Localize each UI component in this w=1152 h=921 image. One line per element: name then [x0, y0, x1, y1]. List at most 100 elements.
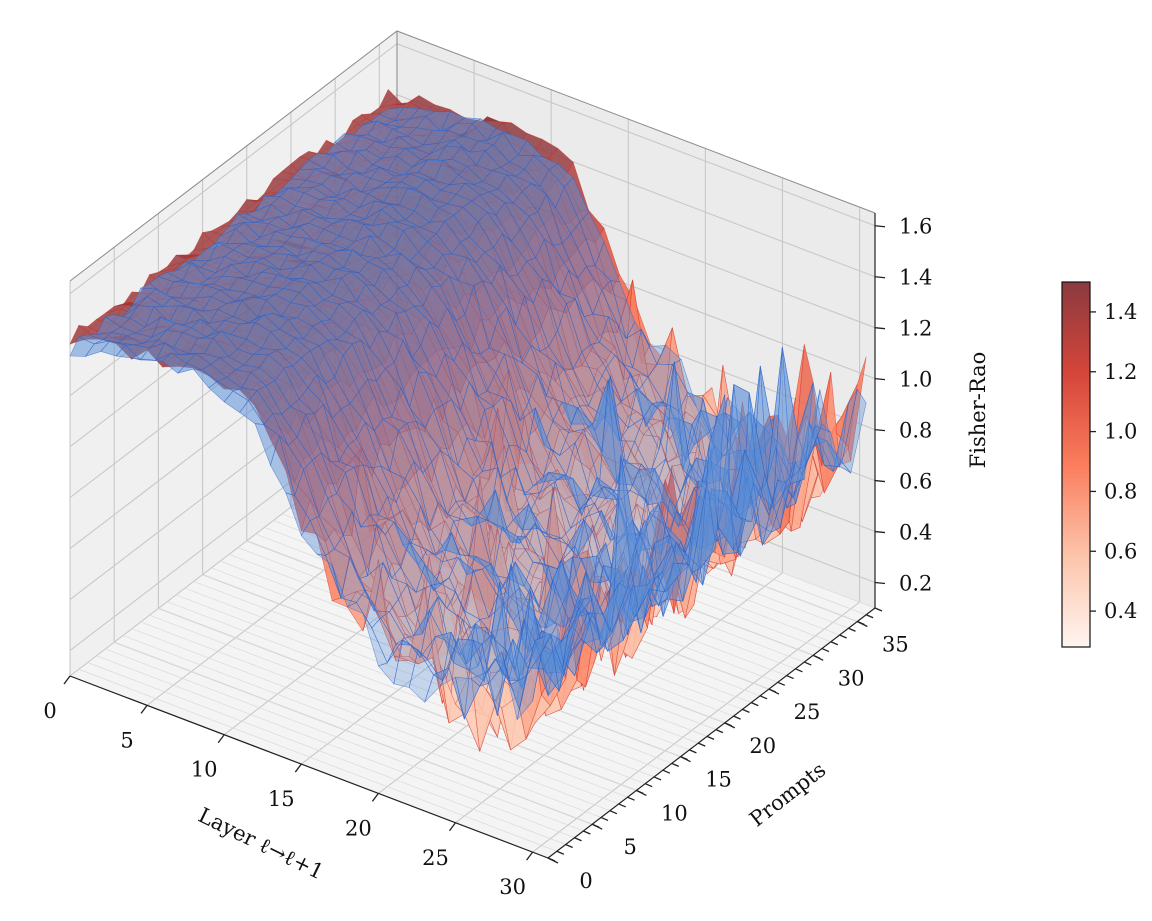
- floor-gridline: [87, 662, 566, 845]
- y-minor-tick: [874, 607, 883, 612]
- z-tick-label: 1.0: [899, 368, 932, 392]
- z-tick: [874, 225, 886, 228]
- y-minor-tick: [627, 796, 635, 801]
- z-tick: [874, 377, 886, 381]
- colorbar-tick-label: 1.0: [1104, 420, 1137, 444]
- y-tick: [768, 688, 780, 695]
- colorbar-tick-label: 0.6: [1104, 539, 1137, 563]
- x-tick: [63, 675, 71, 685]
- z-tick: [874, 327, 886, 330]
- y-minor-tick: [795, 668, 803, 673]
- floor-gridline: [193, 581, 672, 764]
- colorbar-gradient: [1061, 281, 1091, 648]
- x-tick: [140, 704, 148, 714]
- y-tick-label: 35: [882, 633, 909, 657]
- floor-gridline: [78, 668, 557, 852]
- y-minor-tick: [618, 803, 626, 808]
- y-minor-tick: [653, 776, 662, 781]
- z-tick-label: 0.4: [899, 521, 932, 545]
- colorbar-tick-label: 0.4: [1104, 599, 1137, 623]
- y-tick: [547, 857, 559, 864]
- floor-gridline: [131, 628, 610, 812]
- floor-gridline: [158, 608, 637, 791]
- z-tick: [874, 276, 886, 279]
- y-minor-tick: [662, 769, 671, 774]
- x-tick: [217, 734, 225, 744]
- y-minor-tick: [751, 701, 759, 707]
- y-minor-tick: [759, 695, 768, 700]
- floor-gridline: [96, 655, 575, 839]
- y-tick-label: 20: [749, 734, 776, 758]
- y-minor-tick: [821, 647, 830, 653]
- y-minor-tick: [697, 742, 706, 747]
- x-tick-label: 25: [422, 846, 449, 870]
- y-minor-tick: [671, 762, 679, 768]
- z-tick-label: 1.6: [899, 215, 932, 239]
- z-tick: [874, 428, 886, 432]
- y-minor-tick: [742, 708, 750, 713]
- colorbar-tick-label: 1.4: [1104, 300, 1137, 324]
- y-minor-tick: [556, 850, 565, 855]
- y-tick-label: 10: [661, 801, 688, 825]
- z-tick: [874, 479, 886, 483]
- x-axis-line: [69, 675, 549, 859]
- y-minor-tick: [600, 816, 609, 822]
- x-tick-label: 5: [120, 728, 133, 752]
- y-minor-tick: [804, 661, 812, 666]
- y-minor-tick: [715, 729, 724, 734]
- z-tick-label: 1.4: [899, 266, 932, 290]
- y-tick: [724, 722, 736, 729]
- z-tick: [874, 530, 886, 534]
- blue-surface: [69, 107, 867, 721]
- blue-surface-facet: [532, 618, 558, 702]
- z-tick-label: 1.2: [899, 317, 932, 341]
- floor-gridline: [184, 587, 664, 771]
- colorbar: 0.4 0.6 0.8 1.0 1.2 1.4: [1061, 281, 1137, 648]
- x-axis: 0 5 10 15 20 25 30: [43, 675, 549, 899]
- floor-gridline: [122, 635, 602, 818]
- x-axis-label: Layer ℓ→ℓ+1: [195, 803, 328, 884]
- y-tick-label: 15: [705, 768, 732, 792]
- x-tick-label: 20: [345, 816, 372, 840]
- floor-gridline: [114, 641, 593, 825]
- y-tick: [636, 789, 647, 797]
- y-tick-label: 30: [838, 666, 865, 690]
- y-tick: [812, 654, 824, 661]
- y-minor-tick: [609, 810, 618, 815]
- y-minor-tick: [565, 843, 573, 849]
- y-minor-tick: [786, 674, 794, 680]
- y-axis-line: [547, 607, 876, 859]
- z-tick-label: 0.2: [899, 572, 932, 596]
- z-tick-label: 0.6: [899, 470, 932, 494]
- y-minor-tick: [830, 641, 839, 646]
- y-tick-label: 0: [579, 869, 592, 893]
- y-minor-tick: [733, 715, 741, 720]
- y-minor-tick: [644, 783, 653, 788]
- x-tick-label: 0: [43, 699, 56, 723]
- z-tick: [874, 581, 886, 585]
- y-minor-tick: [848, 627, 856, 632]
- x-tick-label: 15: [268, 787, 295, 811]
- y-axis-label: Prompts: [745, 758, 830, 832]
- z-axis-label: Fisher-Rao: [966, 352, 990, 469]
- y-minor-tick: [777, 681, 786, 686]
- x-tick: [448, 822, 457, 832]
- colorbar-tick-label: 0.8: [1104, 479, 1137, 503]
- y-minor-tick: [839, 634, 847, 639]
- y-minor-tick: [583, 830, 591, 835]
- z-tick-label: 0.8: [899, 419, 932, 443]
- floor-gridline: [167, 601, 646, 785]
- x-tick: [294, 763, 302, 773]
- y-tick-label: 25: [794, 700, 821, 724]
- y-minor-tick: [689, 749, 697, 754]
- floor-gridline: [175, 594, 655, 778]
- y-minor-tick: [574, 837, 582, 842]
- y-tick: [857, 620, 868, 628]
- y-tick-label: 5: [624, 835, 637, 859]
- y-minor-tick: [865, 614, 874, 619]
- y-axis: 0 5 10 15 20 25 30 35: [547, 607, 909, 893]
- x-tick: [371, 793, 379, 802]
- y-tick: [680, 756, 691, 763]
- x-tick-label: 30: [499, 875, 526, 899]
- floor-gridline: [149, 614, 628, 798]
